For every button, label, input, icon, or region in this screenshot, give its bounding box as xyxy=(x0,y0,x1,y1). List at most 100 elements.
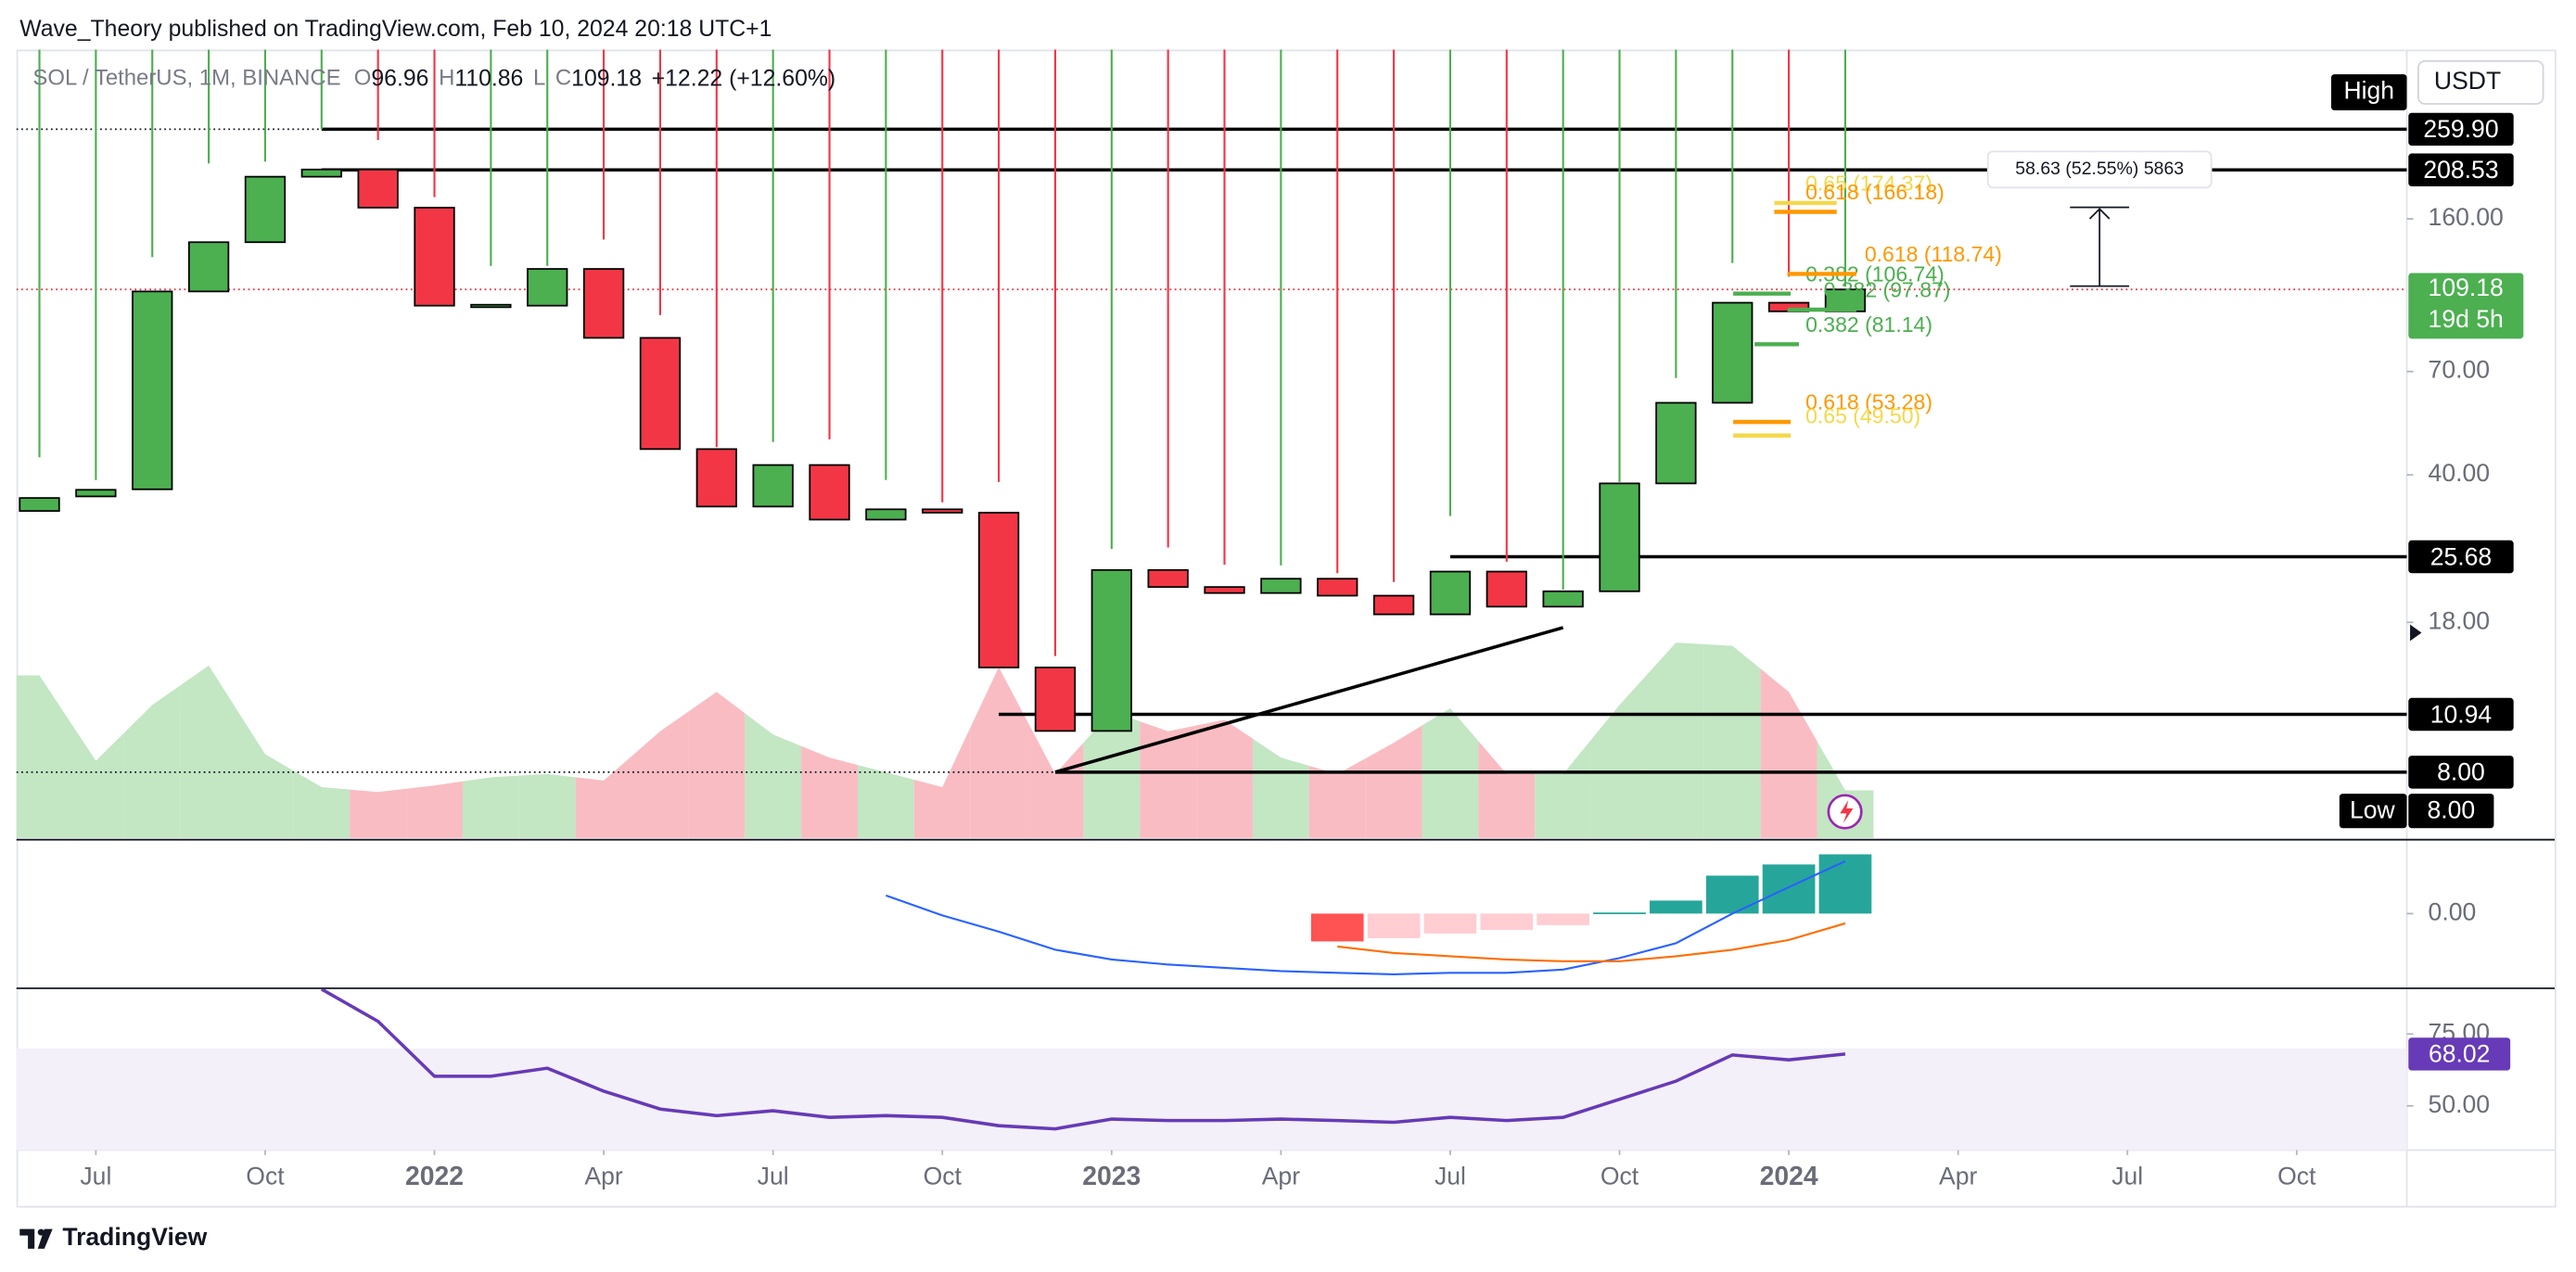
candle-body xyxy=(75,489,117,498)
fib-label: 0.618 (118.74) xyxy=(1865,242,2002,266)
macd-histogram-bar xyxy=(1650,900,1702,914)
volume-area xyxy=(688,692,746,838)
y-tick-label: 160.00 xyxy=(2429,203,2504,231)
currency-button[interactable] xyxy=(2417,60,2544,105)
candle-body xyxy=(1655,401,1697,485)
volume-area xyxy=(1478,741,1536,838)
level-badge xyxy=(2408,756,2514,789)
frame xyxy=(16,49,2557,1208)
volume-area xyxy=(1140,721,1197,838)
x-tick-label: Oct xyxy=(1600,1163,1639,1190)
x-tick-label: Jul xyxy=(2111,1163,2143,1190)
rsi-badge xyxy=(2408,1037,2511,1071)
level-badge xyxy=(2408,697,2514,731)
high-badge xyxy=(2331,74,2407,111)
x-tick-label: Oct xyxy=(246,1163,285,1190)
x-tick-label: Jul xyxy=(758,1163,789,1190)
candle-body xyxy=(357,168,399,209)
alert-icon[interactable] xyxy=(1827,794,1863,830)
macd-line xyxy=(886,859,1846,975)
footer-brand: TradingView xyxy=(62,1223,207,1251)
volume-area xyxy=(236,709,294,838)
volume-area xyxy=(1365,725,1422,838)
candle-body xyxy=(1486,570,1527,608)
symbol: SOL / TetherUS, 1M, BINANCE xyxy=(32,66,340,91)
candle-body xyxy=(1147,568,1189,589)
candle-body xyxy=(1090,568,1132,732)
candle-body xyxy=(300,168,342,178)
volume-area xyxy=(123,685,181,838)
candle-body xyxy=(1712,301,1753,404)
countdown: 19d 5h xyxy=(2429,305,2504,333)
macd-histogram-bar xyxy=(1310,913,1364,942)
high-label: High xyxy=(2343,77,2394,105)
candle-body xyxy=(582,268,625,339)
candle-body xyxy=(187,241,230,293)
y-tick-label: 0.00 xyxy=(2429,897,2477,925)
x-tick-label: Jul xyxy=(80,1163,111,1190)
c-value: 109.18 xyxy=(571,66,642,91)
candle-body xyxy=(639,337,682,451)
y-tick-label: 70.00 xyxy=(2429,356,2490,384)
macd-histogram-bar xyxy=(1818,854,1872,914)
volume-area xyxy=(857,765,914,838)
h-value: 110.86 xyxy=(454,66,523,91)
scroll-arrow[interactable] xyxy=(2410,624,2422,642)
o-value: 96.96 xyxy=(371,66,428,91)
c-label: C xyxy=(555,66,571,91)
rsi-band xyxy=(16,1048,2407,1151)
volume-area xyxy=(1252,738,1309,838)
x-tick-label: 2022 xyxy=(405,1162,464,1191)
x-tick-label: Oct xyxy=(2277,1163,2316,1190)
x-tick-label: Apr xyxy=(1939,1163,1977,1190)
volume-area xyxy=(350,788,407,838)
rsi-line xyxy=(320,988,1846,1131)
tv-logo xyxy=(19,1228,53,1249)
candle-body xyxy=(244,175,287,244)
level-badge xyxy=(2408,112,2514,146)
axis-layer: 259.90 208.53 25.68 10.94 8.00 8.00 160.00 70.0… xyxy=(80,112,2524,1191)
macd-layer xyxy=(886,854,1872,975)
measure-label: 58.63 (52.55%) 5863 xyxy=(2015,159,2184,179)
rsi-layer xyxy=(16,988,2407,1151)
volume-area xyxy=(406,781,463,838)
candle-body xyxy=(132,290,173,490)
volume-area xyxy=(293,770,351,838)
volume-area xyxy=(575,756,632,838)
volume-area xyxy=(1027,720,1084,838)
candle-body xyxy=(1372,594,1415,616)
legend: SOL / TetherUS, 1M, BINANCE O96.96 H110.86… xyxy=(32,66,835,91)
volume-area xyxy=(180,665,237,838)
volume-area xyxy=(631,711,689,838)
publish-info: Wave_Theory published on TradingView.com… xyxy=(19,17,772,42)
candle-body xyxy=(1260,578,1302,594)
low-badge xyxy=(2339,794,2407,829)
macd-line xyxy=(1337,922,1846,962)
measure-box xyxy=(1986,150,2213,189)
candle-body xyxy=(922,508,963,514)
volume-area xyxy=(462,775,519,838)
level-label: 8.00 xyxy=(2437,758,2485,786)
fib-label: 0.65 (174.37) xyxy=(1805,172,1932,196)
candle-body xyxy=(527,268,568,307)
macd-histogram-bar xyxy=(1762,864,1816,914)
volume-area xyxy=(1703,643,1761,838)
volume-area xyxy=(970,667,1027,838)
y-tick-label: 40.00 xyxy=(2429,459,2490,487)
candle-body xyxy=(809,464,850,521)
volume-layer xyxy=(16,642,1874,838)
low-value-badge xyxy=(2408,794,2494,829)
level-label: 25.68 xyxy=(2430,542,2492,570)
x-tick-label: Apr xyxy=(584,1163,622,1190)
candle-body xyxy=(1429,570,1472,616)
fib-label: 0.618 (53.28) xyxy=(1805,390,1932,414)
volume-area xyxy=(1535,739,1592,838)
low-label: Low xyxy=(2350,796,2396,824)
rsi-value: 68.02 xyxy=(2429,1040,2490,1068)
volume-area xyxy=(913,727,971,838)
x-tick-label: Apr xyxy=(1262,1163,1300,1190)
volume-area xyxy=(745,713,802,838)
currency[interactable]: USDT xyxy=(2434,67,2501,95)
volume-area xyxy=(67,718,124,838)
volume-area xyxy=(1196,719,1253,838)
